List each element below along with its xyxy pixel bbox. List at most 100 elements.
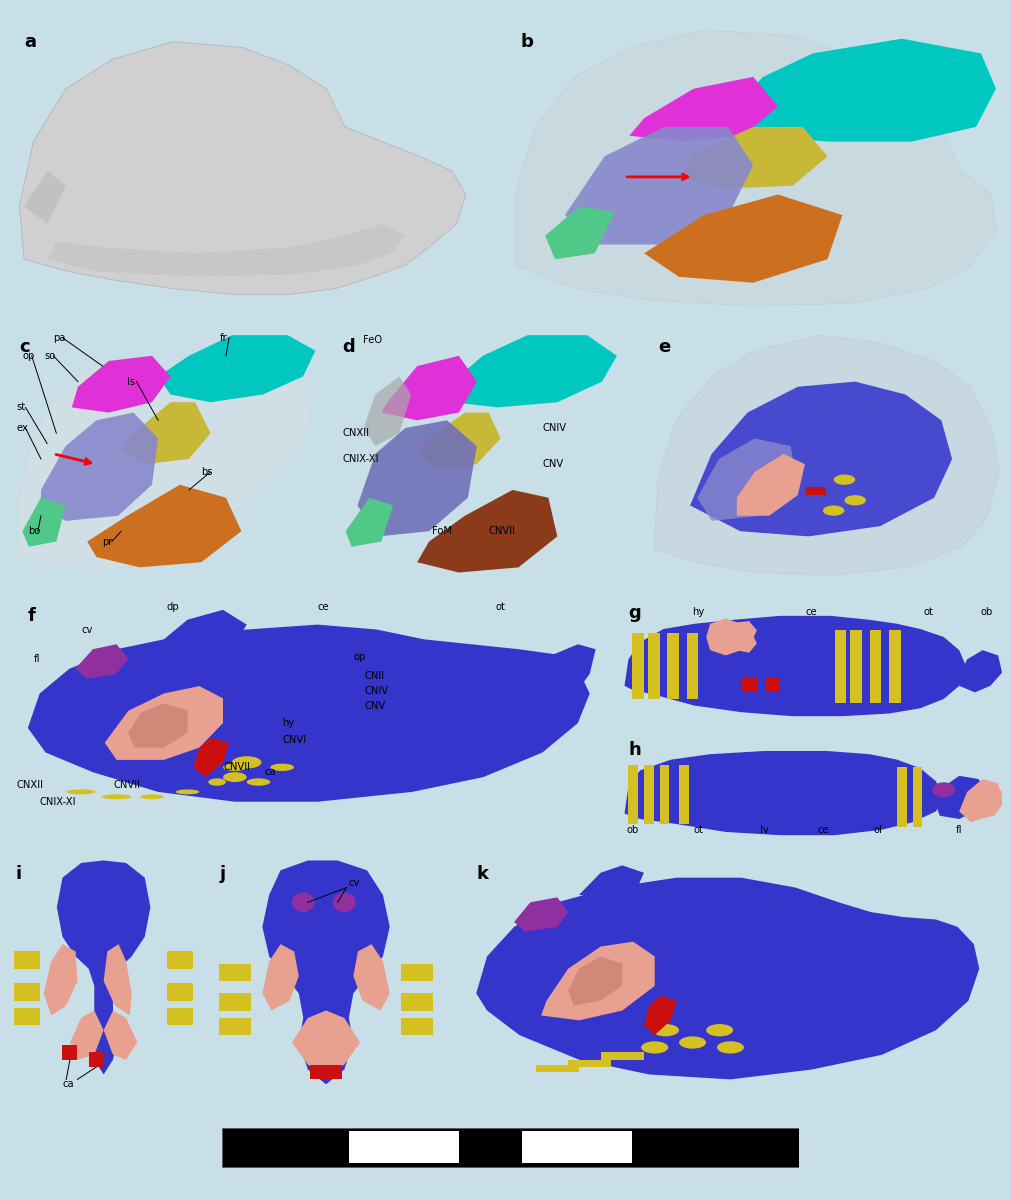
Bar [222, 1128, 799, 1166]
Text: fl: fl [33, 654, 40, 664]
Bar [805, 487, 827, 496]
Text: FeO: FeO [364, 335, 382, 346]
Polygon shape [565, 127, 753, 245]
Text: CNIV: CNIV [542, 424, 566, 433]
Text: dp: dp [167, 602, 180, 612]
Text: ob: ob [626, 824, 638, 835]
Text: g: g [629, 604, 641, 622]
Text: ls: ls [127, 377, 135, 386]
Bar [648, 634, 659, 698]
Polygon shape [381, 355, 477, 420]
Polygon shape [87, 485, 242, 568]
Ellipse shape [270, 763, 294, 770]
Polygon shape [418, 413, 500, 469]
Text: st: st [16, 402, 25, 413]
Ellipse shape [932, 782, 955, 797]
Polygon shape [57, 860, 151, 1074]
Text: ot: ot [694, 824, 704, 835]
Text: CNIX-XI: CNIX-XI [343, 454, 379, 464]
Polygon shape [292, 1010, 360, 1074]
Bar [644, 766, 654, 824]
Text: a: a [24, 32, 36, 50]
Circle shape [679, 1037, 706, 1049]
Bar [14, 1008, 40, 1025]
Polygon shape [121, 402, 210, 464]
Bar [601, 1052, 644, 1060]
Bar [349, 1132, 459, 1163]
Text: ce: ce [817, 824, 829, 835]
Ellipse shape [844, 496, 866, 505]
Bar [568, 1060, 612, 1067]
Text: ot: ot [495, 602, 504, 612]
Polygon shape [354, 944, 390, 1010]
Polygon shape [959, 650, 1002, 692]
Text: hy: hy [282, 718, 294, 728]
Polygon shape [364, 377, 411, 446]
Bar [401, 994, 433, 1010]
Text: CNXII: CNXII [16, 780, 43, 790]
Text: ot: ot [923, 607, 933, 617]
Bar [522, 1132, 632, 1163]
Text: lv: lv [760, 824, 769, 835]
Bar [659, 766, 669, 824]
Polygon shape [625, 751, 943, 835]
Text: ce: ce [317, 602, 330, 612]
Text: j: j [219, 865, 225, 883]
Text: d: d [343, 337, 355, 355]
Text: ob: ob [981, 607, 993, 617]
Polygon shape [516, 30, 996, 306]
Text: CNIX-XI: CNIX-XI [39, 797, 76, 806]
Circle shape [652, 1024, 679, 1037]
Text: h: h [629, 742, 641, 760]
Text: CNIV: CNIV [365, 686, 389, 696]
Polygon shape [545, 206, 615, 259]
Text: k: k [476, 865, 488, 883]
Bar [686, 634, 699, 698]
Polygon shape [654, 335, 999, 575]
Polygon shape [75, 644, 128, 679]
Text: CNVI: CNVI [282, 736, 306, 745]
Text: bo: bo [28, 527, 40, 536]
Polygon shape [158, 610, 247, 644]
Polygon shape [541, 942, 655, 1020]
Polygon shape [644, 996, 676, 1036]
Polygon shape [691, 382, 952, 536]
Text: hy: hy [693, 607, 705, 617]
Text: e: e [658, 337, 670, 355]
Text: c: c [19, 337, 30, 355]
Bar [89, 1052, 104, 1067]
Text: i: i [16, 865, 22, 883]
Polygon shape [979, 784, 1002, 818]
Polygon shape [418, 490, 557, 572]
Polygon shape [625, 616, 967, 716]
Polygon shape [19, 42, 466, 294]
Bar [14, 952, 40, 968]
Bar [167, 952, 193, 968]
Bar [667, 634, 679, 698]
Text: CNV: CNV [365, 701, 386, 710]
Text: ol: ol [874, 824, 882, 835]
Bar [679, 766, 688, 824]
Polygon shape [629, 77, 778, 142]
Text: ca: ca [63, 1079, 74, 1090]
Polygon shape [514, 898, 568, 932]
Polygon shape [104, 1010, 137, 1060]
Bar [741, 677, 757, 692]
Ellipse shape [834, 474, 855, 485]
Ellipse shape [292, 893, 314, 912]
Polygon shape [104, 944, 131, 1015]
Ellipse shape [823, 505, 844, 516]
Text: pr: pr [102, 536, 113, 546]
Ellipse shape [102, 794, 131, 799]
Polygon shape [679, 127, 827, 188]
Bar [897, 767, 907, 827]
Polygon shape [476, 877, 980, 1080]
Ellipse shape [223, 763, 247, 770]
Text: bs: bs [201, 467, 212, 476]
Polygon shape [707, 622, 757, 655]
Polygon shape [16, 361, 312, 570]
Ellipse shape [247, 779, 270, 786]
Polygon shape [644, 194, 842, 283]
Polygon shape [263, 944, 299, 1010]
Polygon shape [105, 686, 223, 760]
